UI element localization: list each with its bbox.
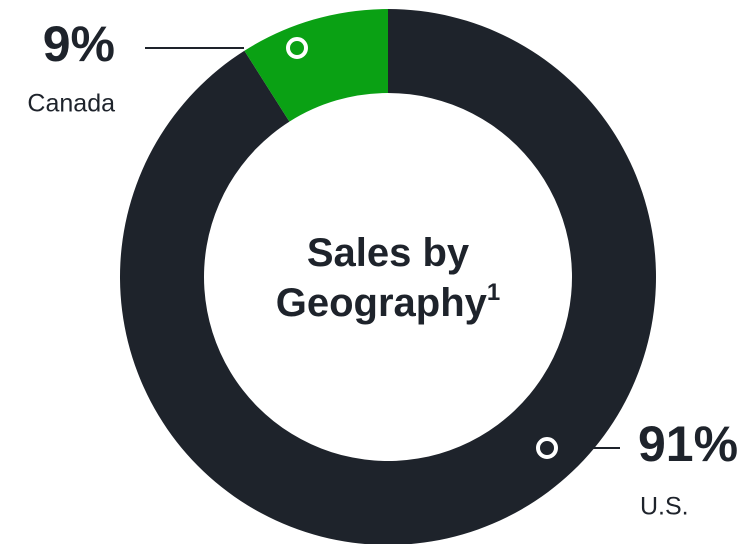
donut-slice — [120, 9, 656, 544]
marker — [286, 37, 308, 59]
value-label: 91% — [638, 416, 738, 472]
category-label: Canada — [27, 90, 115, 118]
title-footnote: 1 — [486, 279, 501, 306]
donut-slice — [244, 9, 388, 122]
title-text: Sales by Geography — [275, 231, 487, 325]
value-label: 9% — [43, 16, 115, 72]
category-label: U.S. — [640, 493, 689, 521]
marker — [536, 437, 558, 459]
chart-title: Sales by Geography1 — [238, 228, 538, 328]
arcs — [120, 9, 656, 544]
